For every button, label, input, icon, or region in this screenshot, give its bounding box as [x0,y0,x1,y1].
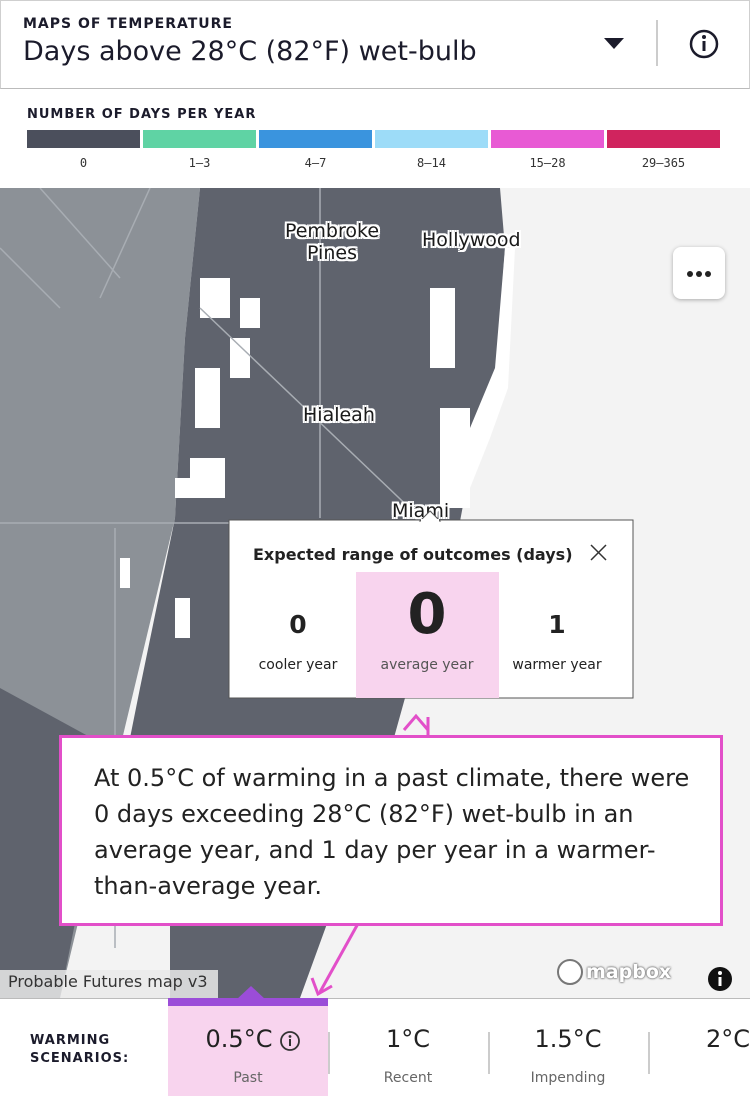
selected-scenario [168,998,328,1096]
selected-pointer [236,986,266,1000]
scenario-label: WARMING SCENARIOS: [30,1033,130,1066]
scenario-bar [0,998,750,1097]
arrow-head [402,713,430,731]
legend-label: 15–28 [529,156,566,170]
more-button[interactable] [673,247,725,299]
arrow-line [318,919,362,993]
scenario-value[interactable]: 0.5°C [205,1025,273,1053]
scenario-value[interactable]: 1°C [385,1025,431,1053]
legend-label: 8–14 [417,156,446,170]
header-title: Days above 28°C (82°F) wet-bulb [23,36,477,67]
mapbox-mark [557,959,583,985]
outcome-label: average year [380,657,474,673]
scenario-separator [648,1032,650,1074]
scenario-separator [328,1032,330,1074]
close-button[interactable] [590,544,607,561]
place-label: Hollywood [422,229,521,251]
info-bar [702,41,706,51]
scenario-separator [488,1032,490,1074]
info-dot [702,35,706,39]
legend-label: 4–7 [304,156,327,170]
more-dots [687,271,711,277]
legend-swatch [491,130,604,148]
place-label: Pembroke Pines [284,220,380,264]
dropdown-arrow[interactable] [604,38,624,49]
scenario-info[interactable] [279,1030,301,1052]
outcome-value: 0 [407,582,447,647]
legend-swatch [259,130,372,148]
map-info[interactable] [706,965,734,993]
legend-label: 1–3 [188,156,211,170]
popup-title: Expected range of outcomes (days) [253,545,573,564]
callout-arrows [310,713,430,997]
outcome-value: 0 [289,610,307,639]
pointer-mask [421,519,439,522]
legend-swatch [607,130,720,148]
arrow-head [310,977,333,997]
scenario-name[interactable]: Recent [383,1070,433,1086]
legend-swatch [27,130,140,148]
legend: 0 1–3 4–7 8–14 15–28 29–365 [27,130,723,180]
legend-label: 29–365 [641,156,686,170]
place-label: Hialeah [303,404,375,426]
mapbox-logo[interactable]: mapbox [586,961,672,983]
popup-frame [228,510,634,699]
highlight [356,572,499,698]
legend-swatch [143,130,256,148]
attribution[interactable]: Probable Futures map v3 [8,972,208,991]
info-icon[interactable] [689,29,719,59]
legend-label: 0 [79,156,88,170]
header-controls[interactable] [600,20,730,70]
scenario-value[interactable]: 2°C [705,1025,750,1053]
urban-patches [120,278,470,638]
legend-title: NUMBER OF DAYS PER YEAR [27,107,257,122]
outcome-value: 1 [548,610,566,639]
legend-swatch [375,130,488,148]
scenario-name[interactable]: Impending [530,1070,606,1086]
callout: At 0.5°C of warming in a past climate, t… [59,735,723,926]
scenario-name[interactable]: Past [233,1070,263,1086]
attribution-bg [0,970,218,998]
scenario-value[interactable]: 1.5°C [534,1025,602,1053]
outcome-label: cooler year [258,657,338,673]
outcome-label: warmer year [512,657,602,673]
header-label: MAPS OF TEMPERATURE [23,16,233,32]
